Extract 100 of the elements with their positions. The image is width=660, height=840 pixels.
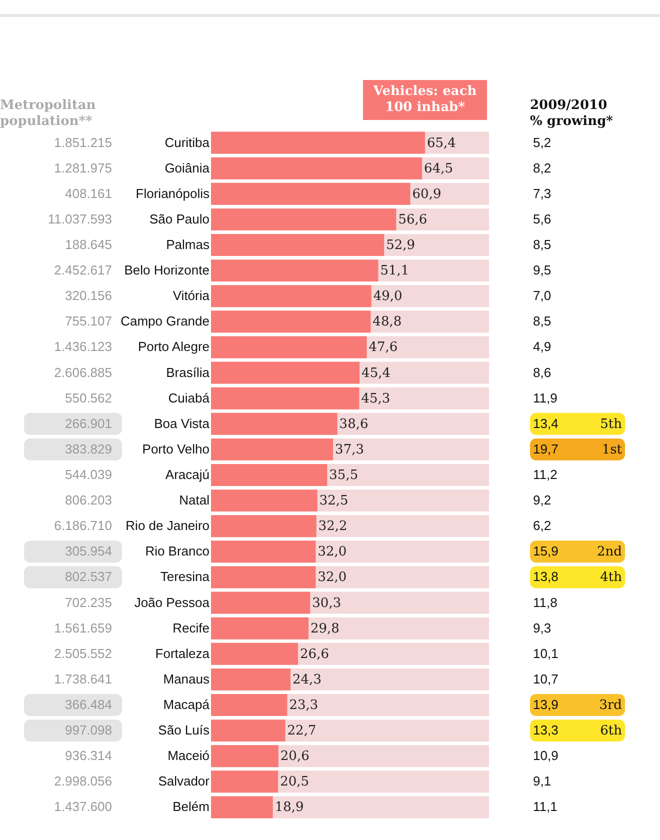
data-label: 11,2 [533,467,558,482]
data-label: 1.281.975 [54,160,112,176]
data-label: 18,9 [274,800,304,816]
bar [211,642,298,665]
y-tick-label: Maceió [168,748,210,764]
y-tick-label: São Luís [158,722,210,738]
data-label: 56,6 [398,212,428,228]
y-tick-label: Brasília [166,364,210,380]
data-label: 37,3 [335,442,364,458]
data-label: 20,6 [280,749,310,764]
data-label: 7,3 [533,186,552,201]
data-label: 13,4 [533,416,558,431]
data-label: 4th [600,570,623,586]
y-tick-label: Florianópolis [136,186,210,201]
data-label: 1.561.659 [54,620,112,636]
y-tick-label: João Pessoa [134,594,210,610]
data-label: 2nd [597,544,622,560]
chart-title: Vehicles: each 100 inhab* [363,80,487,120]
y-tick-label: Campo Grande [120,314,210,329]
data-label: 1.436.123 [54,339,112,354]
data-label: 755.107 [65,314,112,329]
data-label: 305.954 [65,544,112,559]
data-label: 32,0 [318,544,347,560]
y-tick-label: Belo Horizonte [124,262,210,278]
data-label: 60,9 [412,186,442,202]
data-label: 8,6 [533,364,552,380]
y-tick-label: Belém [172,799,210,814]
text: Metropolitan population** [0,98,97,130]
data-label: 49,0 [373,289,402,304]
data-label: 544.039 [65,467,112,482]
data-label: 9,3 [533,620,552,636]
data-label: 64,5 [424,161,454,176]
data-label: 11,8 [533,594,558,610]
data-label: 383.829 [65,441,112,456]
y-tick-label: Cuiabá [168,390,210,406]
data-label: 1.738.641 [54,671,112,686]
y-tick-label: Rio de Janeiro [126,518,210,534]
data-label: 13,9 [533,697,558,712]
bar [211,770,278,793]
data-label: 47,6 [368,340,398,356]
y-tick-label: Porto Velho [142,441,210,456]
data-label: 19,7 [533,441,558,456]
bar [211,720,286,742]
y-tick-label: Vitória [172,288,210,304]
data-label: 10,9 [533,748,558,764]
text: 2009/2010 % growing* [530,98,614,130]
data-label: 5th [600,416,623,432]
data-label: 936.314 [65,748,112,764]
data-label: 1.851.215 [54,134,112,150]
data-label: 1.437.600 [54,799,112,814]
data-label: 9,5 [533,262,552,278]
data-label: 8,5 [533,237,552,252]
data-label: 320.156 [65,288,112,304]
data-label: 23,3 [289,698,318,713]
data-label: 266.901 [65,416,112,431]
data-label: 2.606.885 [54,364,112,380]
y-tick-label: Rio Branco [145,544,210,559]
data-label: 22,7 [287,724,316,739]
y-tick-label: Teresina [160,569,210,584]
data-label: 702.235 [65,594,112,610]
data-label: 1st [602,442,623,458]
y-tick-label: Manaus [163,671,210,686]
data-label: 26,6 [300,646,329,662]
data-label: 10,1 [533,646,558,661]
data-label: 366.484 [65,697,112,712]
data-label: 550.562 [65,390,112,406]
data-label: 20,5 [280,774,310,790]
data-label: 45,4 [362,366,391,381]
y-tick-label: Curitiba [164,134,210,150]
data-label: 51,1 [380,264,410,279]
data-label: 8,2 [533,160,552,176]
y-tick-label: Palmas [166,237,210,252]
data-label: 52,9 [386,238,416,253]
data-label: 32,5 [319,494,348,509]
y-tick-label: Goiânia [164,160,210,176]
data-label: 10,7 [533,671,558,686]
data-label: 9,1 [533,774,552,789]
data-label: 13,3 [533,722,558,738]
data-label: 2.452.617 [54,262,112,278]
y-tick-label: São Paulo [150,211,210,226]
data-label: 2.998.056 [54,774,112,789]
y-tick-label: Recife [172,620,210,636]
y-tick-label: Porto Alegre [138,339,210,354]
data-label: 35,5 [329,468,358,483]
data-label: 8,5 [533,314,552,329]
data-label: 6th [600,724,623,739]
data-label: 5,2 [533,134,552,150]
bar [211,745,278,768]
bar [211,796,273,818]
data-label: 29,8 [310,621,340,636]
data-label: 24,3 [292,672,322,688]
data-label: 802.537 [65,569,112,584]
data-label: 6,2 [533,518,552,534]
data-label: 38,6 [339,416,368,432]
y-tick-label: Fortaleza [155,646,210,661]
y-tick-label: Aracajú [165,467,210,482]
data-label: 45,3 [361,391,390,406]
data-label: 4,9 [533,339,552,354]
data-label: 11.037.593 [48,211,112,226]
y-tick-label: Macapá [163,697,210,712]
